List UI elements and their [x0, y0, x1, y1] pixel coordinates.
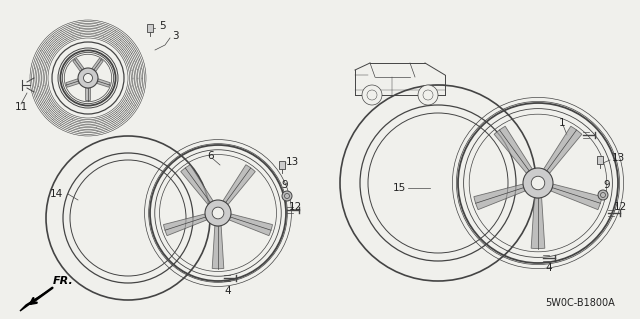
Polygon shape: [543, 126, 582, 173]
Polygon shape: [531, 197, 545, 249]
Circle shape: [205, 200, 231, 226]
Circle shape: [523, 168, 553, 198]
Circle shape: [282, 191, 292, 201]
Polygon shape: [474, 184, 525, 210]
Text: 5W0C-B1800A: 5W0C-B1800A: [545, 298, 615, 308]
Circle shape: [78, 68, 98, 88]
Bar: [279, 161, 285, 169]
Polygon shape: [163, 214, 207, 236]
Polygon shape: [97, 79, 110, 87]
Text: 9: 9: [282, 180, 288, 190]
Circle shape: [83, 73, 93, 83]
Polygon shape: [86, 88, 90, 100]
Text: 4: 4: [225, 286, 231, 296]
Circle shape: [531, 176, 545, 190]
Polygon shape: [92, 58, 103, 71]
Circle shape: [362, 85, 382, 105]
Text: 12: 12: [289, 202, 301, 212]
Bar: [147, 24, 153, 32]
Bar: [597, 156, 603, 164]
Polygon shape: [212, 226, 224, 269]
Circle shape: [418, 85, 438, 105]
Polygon shape: [73, 58, 84, 71]
Polygon shape: [551, 184, 602, 210]
Text: 9: 9: [604, 180, 611, 190]
Polygon shape: [223, 165, 255, 205]
Polygon shape: [20, 291, 48, 311]
Polygon shape: [180, 165, 213, 205]
Text: 15: 15: [392, 183, 406, 193]
Text: 3: 3: [172, 31, 179, 41]
Text: 14: 14: [49, 189, 63, 199]
Text: 4: 4: [546, 263, 552, 273]
Text: FR.: FR.: [53, 276, 74, 286]
Text: 12: 12: [613, 202, 627, 212]
Circle shape: [598, 190, 608, 200]
Text: 11: 11: [14, 102, 28, 112]
Polygon shape: [229, 214, 273, 236]
Circle shape: [212, 207, 224, 219]
Text: 13: 13: [285, 157, 299, 167]
Text: 13: 13: [611, 153, 625, 163]
Text: 5: 5: [160, 21, 166, 31]
Text: 1: 1: [559, 118, 565, 128]
Text: 6: 6: [208, 151, 214, 161]
Polygon shape: [66, 79, 79, 87]
Polygon shape: [494, 126, 532, 173]
